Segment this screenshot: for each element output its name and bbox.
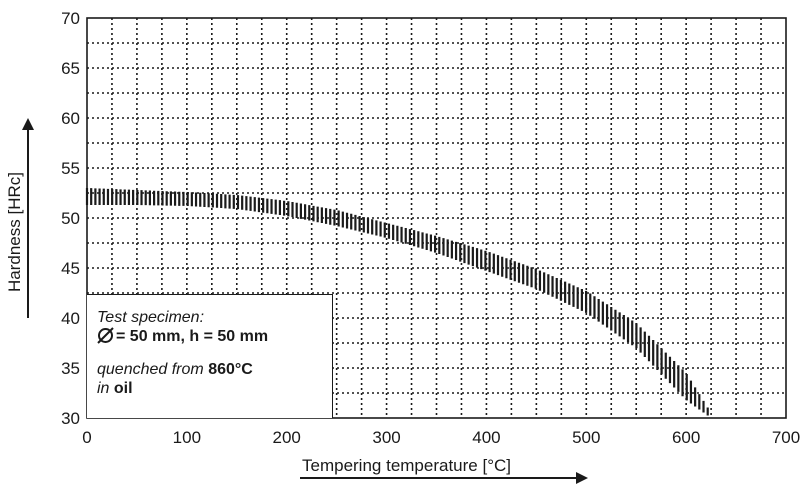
x-tick-label: 200	[273, 428, 301, 447]
x-tick-label: 400	[472, 428, 500, 447]
y-axis-arrow	[22, 118, 34, 318]
y-tick-label: 60	[61, 109, 80, 128]
y-tick-label: 40	[61, 309, 80, 328]
quench-temperature: 860°C	[208, 361, 253, 378]
x-axis-arrow	[300, 472, 588, 484]
x-tick-label: 600	[672, 428, 700, 447]
x-tick-label: 100	[173, 428, 201, 447]
legend-line-4: in oil	[97, 380, 133, 397]
plot-frame	[86, 17, 787, 419]
y-tick-label: 65	[61, 59, 80, 78]
x-tick-labels: 0 100 200 300 400 500 600 700	[82, 428, 800, 447]
x-tick-label: 300	[372, 428, 400, 447]
quench-medium: oil	[113, 380, 133, 397]
x-tick-label: 500	[572, 428, 600, 447]
legend-line-3: quenched from 860°C	[97, 361, 253, 378]
legend-line-2: = 50 mm, h = 50 mm	[97, 327, 332, 346]
legend-line-1: Test specimen:	[97, 309, 205, 326]
x-tick-label: 700	[772, 428, 800, 447]
y-tick-label: 50	[61, 209, 80, 228]
x-axis-title: Tempering temperature [°C]	[302, 456, 511, 475]
y-tick-label: 55	[61, 159, 80, 178]
test-specimen-box: Test specimen: = 50 mm, h = 50 mm quench…	[87, 294, 333, 418]
diameter-icon	[97, 327, 114, 344]
y-tick-labels: 30 35 40 45 50 55 60 65 70	[61, 9, 80, 428]
y-tick-label: 70	[61, 9, 80, 28]
y-axis-title: Hardness [HRc]	[5, 172, 24, 292]
y-tick-label: 30	[61, 409, 80, 428]
y-tick-label: 35	[61, 359, 80, 378]
dimension-text: = 50 mm, h = 50 mm	[116, 328, 269, 345]
y-tick-label: 45	[61, 259, 80, 278]
x-tick-label: 0	[82, 428, 91, 447]
